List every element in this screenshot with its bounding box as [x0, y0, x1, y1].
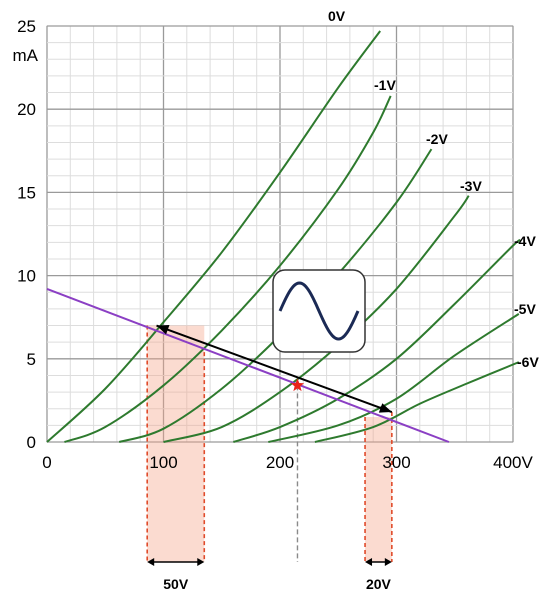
y-tick-label: 20: [17, 100, 36, 119]
series-label: -6V: [517, 354, 539, 370]
x-tick-label: 100: [149, 453, 177, 472]
sine-wave-path: [278, 281, 360, 341]
series-line-neg4V: [233, 239, 521, 443]
swing-arrowhead-start: [156, 324, 170, 335]
x-tick-label: 300: [382, 453, 410, 472]
y-tick-label: 5: [27, 350, 36, 369]
swing-arrowhead: [384, 558, 392, 566]
y-tick-label: 25: [17, 17, 36, 36]
swing-arrowhead: [365, 558, 373, 566]
y-tick-label: 0: [27, 433, 36, 452]
x-tick-label: 0: [42, 453, 51, 472]
axes: 0 100 200 300 400V 0 5 10 15 20 25 mA: [13, 17, 534, 472]
swing-arrowhead-end: [378, 403, 392, 413]
y-tick-label: 15: [17, 183, 36, 202]
labels: 0V -1V -2V -3V -4V -5V -6V: [328, 8, 539, 370]
series-label: -4V: [514, 233, 536, 249]
sine-wave-icon: [272, 269, 366, 353]
series-label: 0V: [328, 8, 346, 24]
series-label: -5V: [514, 301, 536, 317]
series-label: -2V: [426, 131, 448, 147]
swing-spans: 50V 20V: [146, 325, 393, 592]
x-tick-label: 400V: [493, 453, 533, 472]
swing-label: 20V: [366, 576, 392, 592]
operating-point-star: [290, 378, 305, 392]
series-line-neg5V: [268, 313, 520, 443]
swing-label: 50V: [163, 576, 189, 592]
swing-band: [147, 325, 205, 562]
load-line: [46, 287, 450, 443]
series-line-neg1V: [64, 95, 392, 443]
series-line-0V: [46, 30, 381, 443]
series-line-neg6V: [314, 361, 520, 443]
series-label: -3V: [460, 178, 482, 194]
swing-band: [365, 417, 392, 562]
swing-arrow-line: [156, 324, 393, 413]
x-tick-label: 200: [266, 453, 294, 472]
swing-arrowhead: [197, 558, 205, 566]
swing-arrowhead: [147, 558, 155, 566]
y-unit-label: mA: [13, 46, 39, 65]
grid: [46, 25, 514, 443]
series-label: -1V: [374, 77, 396, 93]
y-tick-label: 10: [17, 267, 36, 286]
